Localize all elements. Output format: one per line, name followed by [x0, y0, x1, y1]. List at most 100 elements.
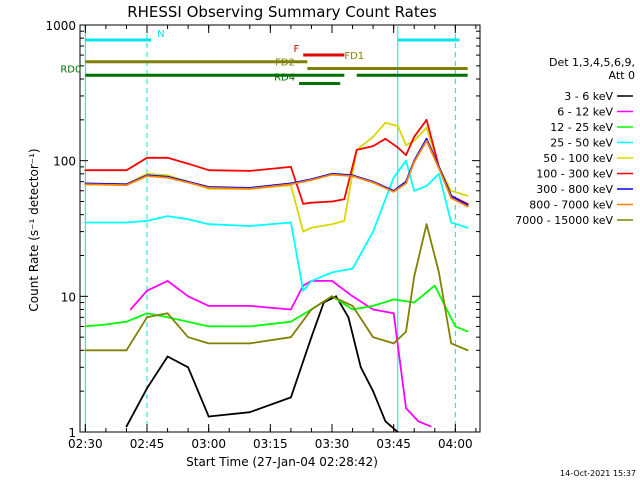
data-point-5-4 — [187, 162, 190, 165]
data-point-8-5 — [207, 342, 210, 345]
x-tick-label-6: 04:00 — [438, 437, 473, 451]
data-point-2-15 — [454, 325, 457, 328]
data-point-1-12 — [392, 312, 395, 315]
data-point-5-0 — [84, 169, 87, 172]
legend-label-6: 300 - 800 keV — [536, 183, 613, 196]
data-point-5-12 — [355, 149, 358, 151]
data-point-3-14 — [405, 159, 407, 162]
legend-label-5: 100 - 300 keV — [536, 168, 613, 181]
data-point-1-6 — [289, 308, 292, 311]
data-point-4-14 — [384, 121, 387, 124]
data-point-6-15 — [425, 137, 428, 140]
data-point-7-3 — [166, 176, 169, 179]
data-point-5-8 — [302, 203, 305, 205]
data-point-5-5 — [207, 169, 210, 172]
plot-area: 02:30 02:45 03:00 03:15 03:30 03:45 04:00 1 10 10… — [45, 19, 481, 451]
data-point-8-9 — [331, 295, 333, 298]
state-bar-label-FD2: FD2 — [275, 58, 295, 69]
chart-title: RHESSI Observing Summary Count Rates — [127, 3, 437, 21]
data-point-3-13 — [392, 176, 395, 179]
data-point-5-15 — [396, 146, 399, 149]
data-point-3-15 — [413, 189, 416, 192]
data-point-0-2 — [166, 355, 169, 358]
data-point-8-15 — [425, 223, 428, 226]
y-axis-label: Count Rate (s⁻¹ detector⁻¹) — [27, 148, 41, 311]
y-tick-label-0: 1 — [68, 426, 76, 440]
series-line-1 — [129, 279, 432, 428]
data-point-3-3 — [166, 215, 169, 218]
data-point-2-5 — [207, 325, 210, 328]
data-point-7-5 — [207, 186, 210, 189]
data-point-7-1 — [125, 184, 128, 187]
data-point-4-17 — [413, 139, 416, 142]
data-point-7-17 — [450, 197, 453, 199]
data-point-7-14 — [413, 160, 416, 163]
data-point-3-6 — [248, 225, 251, 227]
data-point-0-4 — [207, 415, 210, 418]
data-point-2-10 — [351, 308, 354, 311]
data-point-4-15 — [396, 125, 399, 127]
data-point-7-2 — [146, 175, 148, 177]
data-point-1-0 — [129, 308, 132, 311]
data-point-7-9 — [331, 173, 333, 176]
data-point-3-17 — [437, 172, 440, 175]
data-point-4-20 — [450, 189, 453, 192]
data-point-8-18 — [466, 349, 469, 352]
data-point-8-2 — [146, 316, 148, 319]
data-point-2-0 — [84, 325, 87, 328]
data-point-5-11 — [343, 198, 346, 201]
data-point-7-15 — [425, 139, 428, 142]
legend-label-8: 7000 - 15000 keV — [515, 214, 613, 227]
data-point-1-5 — [248, 305, 251, 307]
data-point-8-8 — [310, 308, 313, 311]
data-point-2-6 — [248, 325, 251, 328]
data-point-2-11 — [372, 305, 375, 307]
data-point-0-6 — [289, 396, 292, 399]
data-point-3-8 — [302, 289, 305, 292]
footer-date: 14-Oct-2021 15:37 — [560, 469, 636, 478]
series-group — [84, 118, 469, 432]
state-bar-label-F: F — [293, 44, 299, 55]
data-point-7-7 — [289, 183, 292, 186]
data-point-1-9 — [331, 279, 333, 282]
data-point-4-8 — [302, 230, 305, 233]
data-point-3-5 — [207, 223, 210, 226]
data-point-8-17 — [450, 342, 453, 345]
data-point-1-13 — [405, 407, 407, 410]
data-point-8-0 — [84, 349, 87, 352]
data-point-2-2 — [125, 320, 128, 323]
data-point-1-14 — [417, 420, 420, 423]
data-point-3-12 — [372, 230, 375, 233]
data-point-4-18 — [425, 126, 428, 129]
data-point-3-4 — [187, 218, 190, 221]
data-point-1-11 — [372, 308, 375, 311]
data-point-1-15 — [429, 425, 432, 428]
series-line-7 — [85, 139, 469, 208]
data-point-7-6 — [248, 187, 251, 190]
data-point-4-11 — [343, 219, 346, 222]
data-point-0-7 — [310, 336, 313, 339]
legend-label-2: 12 - 25 keV — [550, 121, 613, 134]
data-point-1-4 — [207, 305, 210, 307]
data-point-0-11 — [359, 366, 362, 369]
state-bar-label-FD1: FD1 — [344, 51, 364, 62]
data-point-3-19 — [466, 226, 469, 229]
x-tick-label-5: 03:45 — [376, 437, 411, 451]
data-point-8-7 — [289, 336, 292, 339]
data-point-3-7 — [289, 221, 292, 224]
x-tick-label-2: 03:00 — [191, 437, 226, 451]
data-point-0-5 — [248, 411, 251, 414]
data-point-4-21 — [466, 194, 469, 197]
data-point-7-0 — [84, 183, 87, 186]
data-point-8-16 — [437, 271, 440, 274]
state-bar-label-RD0: RD0 — [60, 64, 81, 75]
legend-label-7: 800 - 7000 keV — [529, 199, 613, 212]
data-point-7-11 — [372, 181, 375, 184]
data-point-8-3 — [166, 312, 169, 315]
x-axis-label: Start Time (27-Jan-04 02:28:42) — [186, 455, 378, 469]
data-point-5-6 — [248, 170, 251, 172]
data-point-0-12 — [372, 390, 375, 393]
data-point-2-16 — [466, 330, 469, 333]
data-point-3-1 — [125, 221, 128, 224]
